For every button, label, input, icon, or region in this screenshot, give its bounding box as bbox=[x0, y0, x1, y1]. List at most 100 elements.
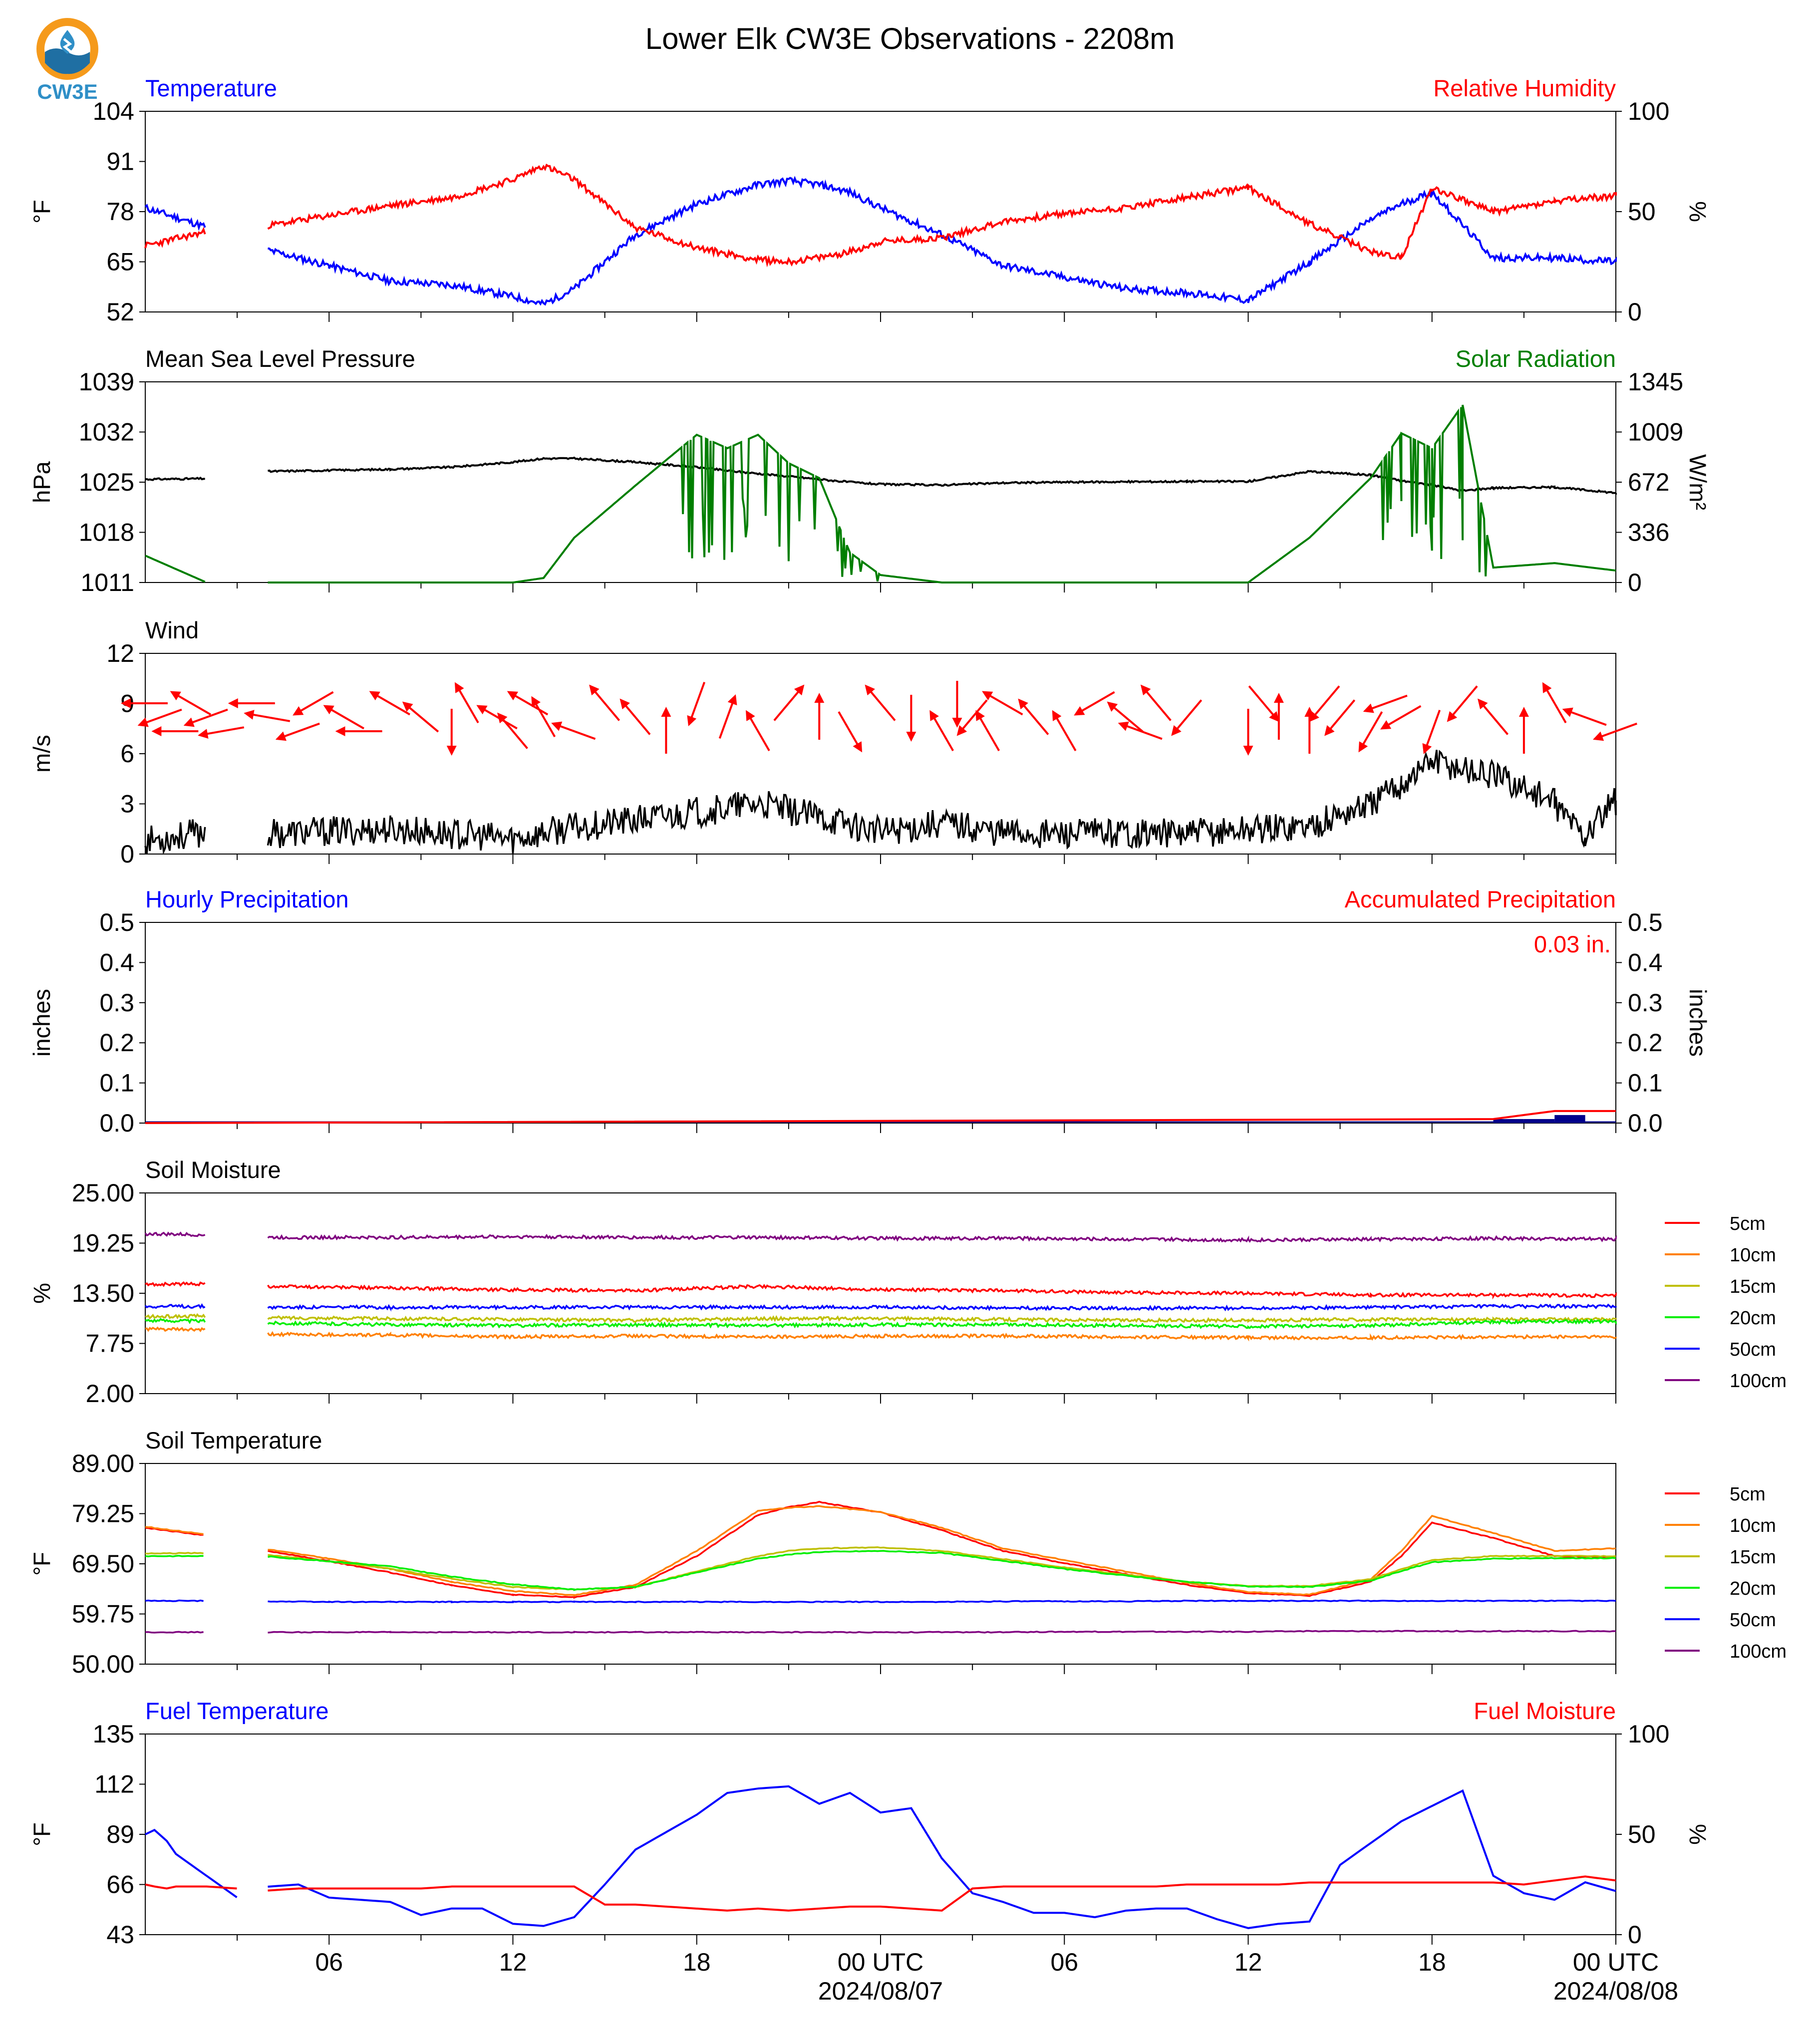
y-axis-label: hPa bbox=[28, 461, 55, 503]
panel-title-left: Mean Sea Level Pressure bbox=[145, 345, 415, 372]
wind-arrow bbox=[982, 691, 1023, 716]
wind-arrow bbox=[619, 698, 651, 735]
wind-arrow bbox=[1118, 721, 1163, 740]
y-tick-label-right: 100 bbox=[1628, 1720, 1669, 1748]
wind-arrow bbox=[773, 684, 805, 721]
wind-arrow bbox=[137, 708, 182, 727]
series-soil-moisture-15cm bbox=[145, 1313, 1617, 1324]
wind-arrow bbox=[1107, 701, 1144, 733]
wind-arrow bbox=[1052, 710, 1077, 751]
y-tick-label: 0.3 bbox=[99, 989, 134, 1017]
wind-arrow bbox=[244, 710, 291, 722]
panel-precip: Hourly Precipitation Accumulated Precipit… bbox=[28, 886, 1711, 1137]
wind-arrow bbox=[1422, 710, 1441, 755]
y-tick-label: 104 bbox=[93, 97, 134, 125]
wind-arrow bbox=[1592, 722, 1637, 741]
y-tick-label: 0.4 bbox=[99, 948, 134, 976]
precip-bar bbox=[1523, 1119, 1555, 1123]
panel-soil_temp: Soil Temperature 89.00 79.25 69.50 59.75 50.0… bbox=[28, 1427, 1787, 1678]
y-axis-label-right: % bbox=[1685, 1824, 1711, 1845]
y-tick-label: 0 bbox=[120, 840, 134, 868]
y-axis-label: °F bbox=[28, 1822, 55, 1846]
x-date-label: 2024/08/07 bbox=[818, 1977, 943, 2005]
legend-label: 100cm bbox=[1730, 1641, 1787, 1662]
wind-arrow bbox=[1380, 705, 1422, 730]
series-soil-temp-20cm bbox=[145, 1550, 1616, 1591]
wind-arrow bbox=[746, 710, 770, 751]
y-tick-label-right: 0.3 bbox=[1628, 989, 1663, 1017]
series-soil-moisture-100cm bbox=[144, 1231, 1617, 1243]
y-tick-label: 69.50 bbox=[72, 1550, 134, 1578]
series-soil-temp-15cm bbox=[145, 1546, 1616, 1591]
series-soil-moisture-5cm bbox=[145, 1281, 1617, 1300]
x-tick-label: 06 bbox=[1050, 1948, 1078, 1976]
wind-arrow bbox=[198, 726, 245, 739]
svg-text:CW3E: CW3E bbox=[37, 80, 97, 102]
panel-soil_moisture: Soil Moisture 25.00 19.25 13.50 7.75 2.00% 5cm… bbox=[28, 1157, 1787, 1408]
y-tick-label: 6 bbox=[120, 740, 134, 768]
legend-label: 100cm bbox=[1730, 1371, 1787, 1392]
panel-title-left: Temperature bbox=[145, 75, 277, 101]
panel-title-right: Relative Humidity bbox=[1433, 75, 1616, 101]
series-solar-radiation bbox=[145, 404, 1616, 583]
legend-label: 15cm bbox=[1730, 1276, 1776, 1297]
y-tick-label-right: 0 bbox=[1628, 1921, 1642, 1949]
legend-label: 15cm bbox=[1730, 1547, 1776, 1568]
series-soil-temp-5cm bbox=[145, 1500, 1616, 1599]
precip-bar bbox=[1554, 1115, 1585, 1123]
y-tick-label-right: 50 bbox=[1628, 1820, 1656, 1848]
legend-label: 50cm bbox=[1730, 1610, 1776, 1631]
y-tick-label: 7.75 bbox=[86, 1330, 134, 1358]
series-soil-moisture-50cm bbox=[144, 1303, 1617, 1312]
y-tick-label-right: 0 bbox=[1628, 569, 1642, 596]
series-soil-moisture-20cm bbox=[144, 1318, 1617, 1329]
wind-arrow bbox=[323, 705, 364, 730]
wind-arrow bbox=[531, 696, 556, 737]
series-wind-speed bbox=[144, 750, 1617, 855]
wind-arrow bbox=[1171, 699, 1203, 736]
y-tick-label: 0.2 bbox=[99, 1029, 134, 1057]
x-tick-label: 12 bbox=[499, 1948, 527, 1976]
y-tick-label: 1032 bbox=[79, 418, 134, 446]
y-tick-label-right: 1345 bbox=[1628, 368, 1683, 396]
cw3e-logo-icon: CW3E bbox=[36, 18, 98, 102]
y-tick-label-right: 1009 bbox=[1628, 418, 1683, 446]
panel-title-right: Accumulated Precipitation bbox=[1345, 886, 1616, 912]
series-temperature bbox=[144, 176, 1617, 306]
y-tick-label: 12 bbox=[106, 639, 134, 667]
x-date-label: 2024/08/08 bbox=[1553, 1977, 1678, 2005]
wind-arrow bbox=[929, 710, 954, 751]
wind-arrow bbox=[589, 684, 620, 721]
wind-arrow bbox=[838, 711, 863, 753]
figure-title: Lower Elk CW3E Observations - 2208m bbox=[645, 22, 1175, 55]
precip-bar bbox=[1493, 1119, 1524, 1123]
y-tick-label: 79.25 bbox=[72, 1500, 134, 1528]
wind-arrow bbox=[956, 699, 988, 736]
plot-frame bbox=[145, 1734, 1616, 1935]
series-soil-temp-10cm bbox=[145, 1505, 1616, 1597]
legend-label: 5cm bbox=[1730, 1213, 1766, 1234]
y-tick-label: 13.50 bbox=[72, 1279, 134, 1307]
y-tick-label: 59.75 bbox=[72, 1600, 134, 1628]
plot-frame bbox=[145, 653, 1616, 855]
y-tick-label: 0.0 bbox=[99, 1109, 134, 1137]
wind-arrow bbox=[1309, 685, 1340, 722]
y-tick-label: 0.1 bbox=[99, 1069, 134, 1097]
y-tick-label: 89.00 bbox=[72, 1449, 134, 1477]
x-tick-label: 00 UTC bbox=[838, 1948, 923, 1976]
legend-label: 50cm bbox=[1730, 1339, 1776, 1360]
x-tick-label: 18 bbox=[683, 1948, 711, 1976]
y-tick-label: 65 bbox=[106, 248, 134, 276]
y-tick-label: 19.25 bbox=[72, 1229, 134, 1257]
y-tick-label: 78 bbox=[106, 198, 134, 226]
wind-arrow bbox=[1074, 691, 1115, 716]
x-tick-label: 18 bbox=[1418, 1948, 1446, 1976]
wind-arrow bbox=[454, 682, 479, 723]
panel-temp_rh: Temperature Relative Humidity 104 91 78 65 52 1… bbox=[28, 75, 1711, 326]
wind-arrow bbox=[507, 691, 549, 716]
y-tick-label: 52 bbox=[106, 298, 134, 326]
wind-arrow bbox=[718, 694, 737, 739]
y-tick-label: 43 bbox=[106, 1921, 134, 1949]
y-tick-label: 2.00 bbox=[86, 1380, 134, 1408]
